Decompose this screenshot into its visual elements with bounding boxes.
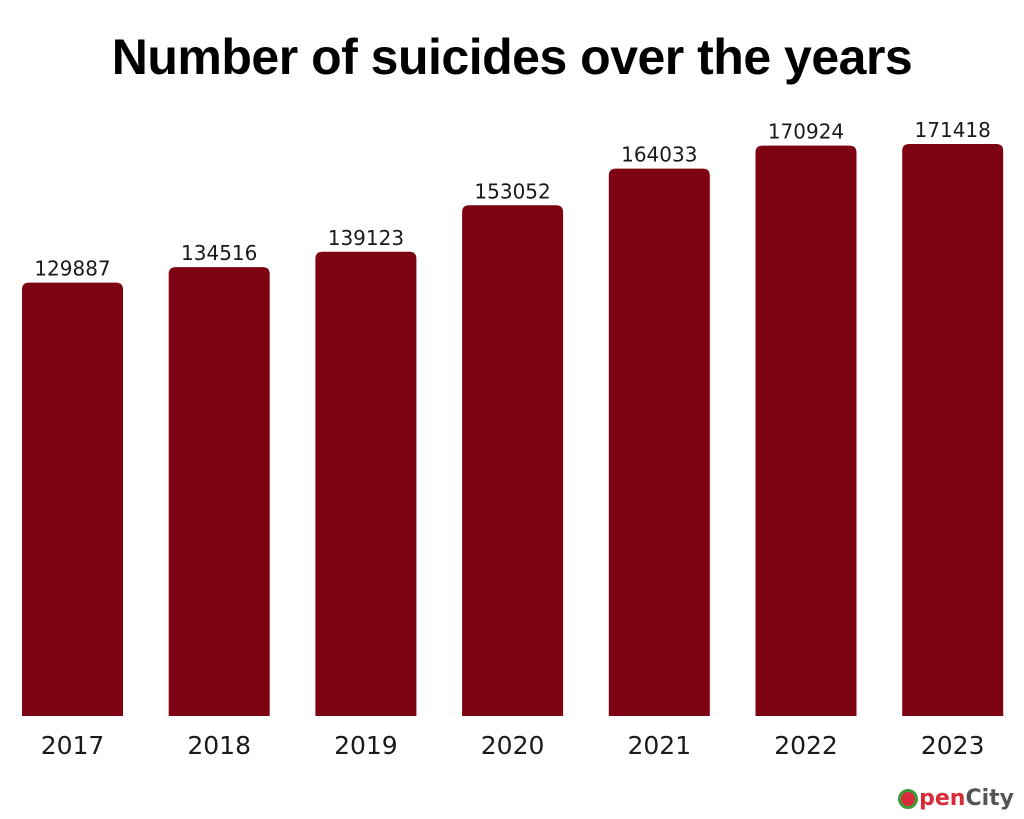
value-label-2019: 139123 <box>328 226 404 250</box>
logo-text-city: City <box>965 786 1014 811</box>
value-labels-group: 129887 134516 139123 153052 164033 170924 1714… <box>34 118 991 281</box>
bar-2019 <box>315 251 417 717</box>
logo-text-pen: pen <box>919 786 966 811</box>
x-tick-label-2022: 2022 <box>774 731 838 760</box>
bar-2017 <box>22 282 123 716</box>
x-tick-labels-group: 2017 2018 2019 2020 2021 2022 2023 <box>41 731 985 760</box>
value-label-2021: 164033 <box>621 143 697 167</box>
bar-2021 <box>608 168 710 716</box>
x-tick-label-2021: 2021 <box>627 731 691 760</box>
value-label-2023: 171418 <box>915 118 991 142</box>
bars-group <box>22 144 1004 717</box>
bar-2018 <box>168 267 270 716</box>
chart-title: Number of suicides over the years <box>111 29 913 85</box>
x-tick-label-2019: 2019 <box>334 731 398 760</box>
value-label-2018: 134516 <box>181 241 257 265</box>
opencity-logo: pen City <box>898 786 1014 811</box>
bar-2020 <box>462 205 564 716</box>
x-tick-label-2018: 2018 <box>187 731 251 760</box>
value-label-2020: 153052 <box>474 179 550 203</box>
bar-2023 <box>902 144 1004 716</box>
value-label-2017: 129887 <box>34 257 110 281</box>
opencity-logo-mark-icon <box>898 788 919 809</box>
x-tick-label-2017: 2017 <box>41 731 105 760</box>
x-tick-label-2023: 2023 <box>921 731 985 760</box>
value-label-2022: 170924 <box>768 120 844 144</box>
x-tick-label-2020: 2020 <box>481 731 545 760</box>
bar-2022 <box>755 145 857 716</box>
